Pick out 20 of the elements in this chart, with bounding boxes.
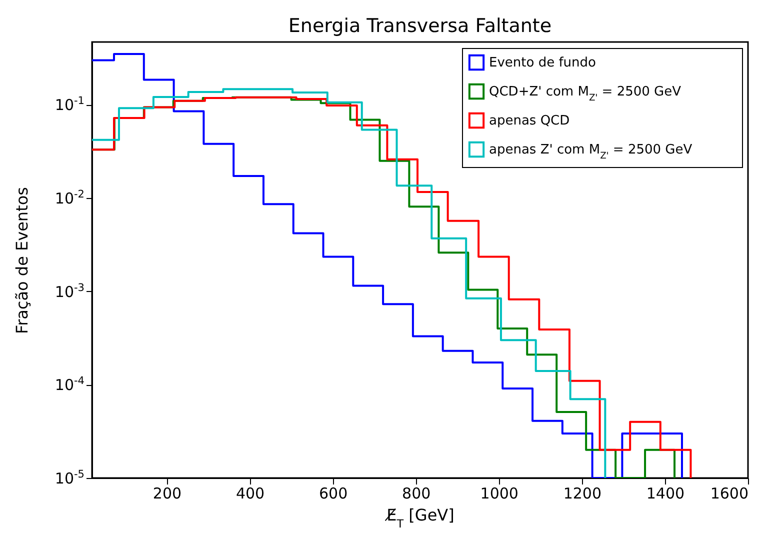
y-tick-label: 10$^{-2}$ — [54, 188, 84, 208]
y-axis-title: Fração de Eventos — [12, 187, 32, 334]
legend-label: QCD+Z' com M$_{Z'}$ = 2500 GeV — [489, 84, 682, 104]
y-tick-label: 10$^{-4}$ — [54, 375, 85, 394]
y-tick-label: 10$^{-1}$ — [54, 95, 84, 114]
chart-title: Energia Transversa Faltante — [288, 15, 552, 37]
x-tick-label: 1200 — [563, 484, 602, 502]
legend-label: apenas Z' com M$_{Z'}$ = 2500 GeV — [489, 142, 692, 162]
y-tick-label: 10$^{-5}$ — [54, 468, 84, 488]
legend-label: apenas QCD — [489, 114, 570, 128]
x-tick-label: 800 — [402, 484, 431, 502]
y-tick-label: 10$^{-3}$ — [54, 282, 84, 301]
x-tick-label: 1600 — [710, 484, 748, 502]
x-tick-label: 200 — [152, 484, 182, 502]
x-tick-label: 400 — [236, 484, 265, 502]
legend-label: Evento de fundo — [489, 56, 596, 70]
x-tick-label: 1000 — [480, 484, 518, 502]
x-axis-title: E̸$_{T}$ [GeV] — [384, 506, 454, 530]
x-tick-label: 600 — [318, 484, 348, 502]
x-tick-label: 1400 — [646, 484, 685, 502]
